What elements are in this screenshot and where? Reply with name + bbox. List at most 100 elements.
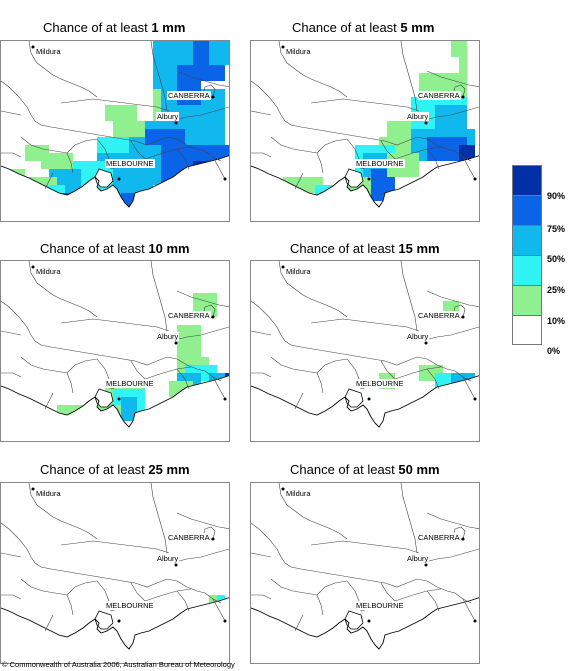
boundary-line xyxy=(28,261,98,318)
probability-cell xyxy=(459,57,467,65)
map-svg xyxy=(1,483,229,663)
probability-cell xyxy=(201,293,209,301)
probability-cell xyxy=(129,389,137,397)
legend-label-25: 25% xyxy=(547,285,566,295)
probability-cell xyxy=(451,129,459,137)
probability-cell xyxy=(443,113,451,121)
probability-cell xyxy=(81,161,89,169)
map-svg xyxy=(251,261,479,441)
probability-cell xyxy=(121,413,129,421)
probability-cell xyxy=(177,381,185,389)
probability-cell xyxy=(435,105,443,113)
mildura-marker xyxy=(31,265,35,269)
boundary-line xyxy=(150,483,168,554)
probability-cell xyxy=(427,113,435,121)
probability-cell xyxy=(169,81,177,89)
legend-label-90: 90% xyxy=(547,191,566,201)
probability-cell xyxy=(177,97,185,105)
probability-cell xyxy=(73,161,81,169)
boundary-line xyxy=(310,98,420,112)
probability-cell xyxy=(185,153,193,161)
legend-swatch-75 xyxy=(512,195,542,225)
boundary-line xyxy=(426,590,440,612)
boundary-line xyxy=(130,360,146,380)
probability-cell xyxy=(169,73,177,81)
probability-cell xyxy=(177,373,185,381)
probability-cell xyxy=(225,145,229,153)
probability-cell xyxy=(193,325,201,333)
melbourne-marker xyxy=(367,177,371,181)
probability-cell xyxy=(193,65,201,73)
probability-cell xyxy=(201,113,209,121)
probability-cell xyxy=(371,153,379,161)
probability-cell xyxy=(459,145,467,153)
melbourne-marker xyxy=(117,619,121,623)
probability-cell xyxy=(371,177,379,185)
boundary-line xyxy=(130,582,146,602)
probability-cell xyxy=(121,405,129,413)
probability-cell xyxy=(291,177,299,185)
probability-cell xyxy=(193,105,201,113)
probability-cell xyxy=(193,333,201,341)
boundary-line xyxy=(426,148,440,170)
probability-cell xyxy=(435,137,443,145)
probability-cell xyxy=(177,121,185,129)
boundary-line xyxy=(270,356,318,374)
copyright-notice: © Commonwealth of Australia 2006, Austra… xyxy=(2,660,235,669)
city-label-melbourne: MELBOURNE xyxy=(355,601,405,610)
probability-cell xyxy=(315,177,323,185)
boundary-line xyxy=(170,548,229,564)
probability-cell xyxy=(177,341,185,349)
probability-cell xyxy=(443,373,451,381)
melbourne-marker xyxy=(117,177,121,181)
probability-cell xyxy=(169,137,177,145)
probability-cell xyxy=(209,121,217,129)
probability-cell xyxy=(121,169,129,177)
probability-cell xyxy=(459,105,467,113)
panel-title-15mm: Chance of at least 15 mm xyxy=(290,241,440,256)
probability-cell xyxy=(209,301,217,309)
boundary-line xyxy=(462,598,476,622)
map-10mm: Mildura CANBERRA Albury MELBOURNE xyxy=(0,260,230,442)
probability-cell xyxy=(193,129,201,137)
probability-cell xyxy=(81,177,89,185)
probability-cell xyxy=(443,121,451,129)
mildura-marker xyxy=(281,45,285,49)
probability-cell xyxy=(209,365,217,373)
probability-cell xyxy=(121,129,129,137)
boundary-line xyxy=(150,146,192,158)
probability-cell xyxy=(387,153,395,161)
boundary-line xyxy=(380,140,396,160)
city-label-albury: Albury xyxy=(406,332,430,341)
probability-cell xyxy=(411,153,419,161)
boundary-line xyxy=(1,152,22,158)
panel-title-25mm: Chance of at least 25 mm xyxy=(40,462,190,477)
probability-cell xyxy=(177,105,185,113)
boundary-line xyxy=(44,614,54,632)
probability-cell xyxy=(467,145,475,153)
probability-cell xyxy=(201,97,209,105)
probability-cell xyxy=(193,373,201,381)
probability-cell xyxy=(161,49,169,57)
probability-cell xyxy=(145,153,153,161)
probability-cell xyxy=(355,153,363,161)
boundary-line xyxy=(270,578,318,596)
boundary-line xyxy=(1,594,22,600)
probability-cell xyxy=(129,129,137,137)
probability-cell xyxy=(193,357,201,365)
city-label-mildura: Mildura xyxy=(35,489,62,498)
probability-cell xyxy=(57,161,65,169)
boundary-line xyxy=(20,578,68,596)
probability-cell xyxy=(379,145,387,153)
probability-cell xyxy=(451,41,459,49)
albury-marker xyxy=(174,121,178,125)
boundary-line xyxy=(1,372,22,378)
probability-cell xyxy=(451,113,459,121)
probability-cell xyxy=(129,185,137,193)
probability-cell xyxy=(105,145,113,153)
probability-cell xyxy=(201,145,209,153)
probability-cell xyxy=(137,121,145,129)
probability-cell xyxy=(57,169,65,177)
probability-cell xyxy=(161,57,169,65)
boundary-line xyxy=(316,358,348,374)
